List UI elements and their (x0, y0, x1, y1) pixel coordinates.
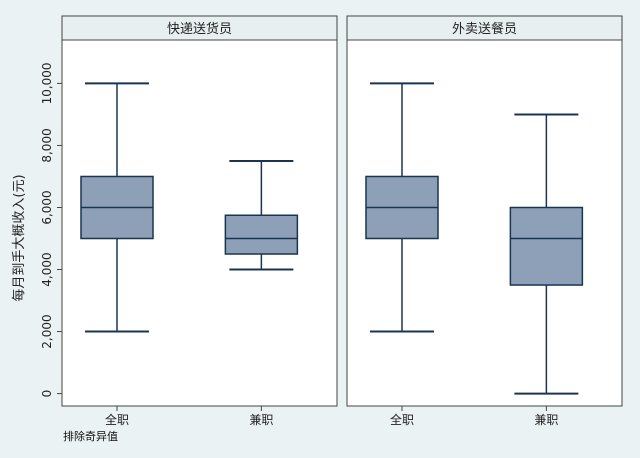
y-tick-label: 2,000 (40, 314, 54, 348)
footnote: 排除奇异值 (63, 430, 118, 443)
x-tick-label: 兼职 (249, 413, 273, 427)
y-axis-title: 每月到手大概收入(元) (11, 174, 27, 301)
y-tick-label: 0 (40, 390, 54, 398)
y-tick-label: 10,000 (40, 62, 54, 104)
panel-header (61, 15, 338, 41)
y-tick-label: 6,000 (40, 190, 54, 224)
x-tick-label: 兼职 (534, 413, 558, 427)
x-tick-label: 全职 (105, 412, 129, 427)
y-tick-label: 8,000 (40, 128, 54, 162)
box-iqr (509, 206, 584, 286)
panel-title: 外卖送餐员 (452, 21, 517, 37)
x-tick-label: 全职 (390, 412, 414, 427)
panel-header (346, 15, 623, 41)
box-iqr (224, 214, 299, 255)
panel-title: 快递送货员 (167, 21, 232, 37)
y-tick-label: 4,000 (40, 252, 54, 286)
